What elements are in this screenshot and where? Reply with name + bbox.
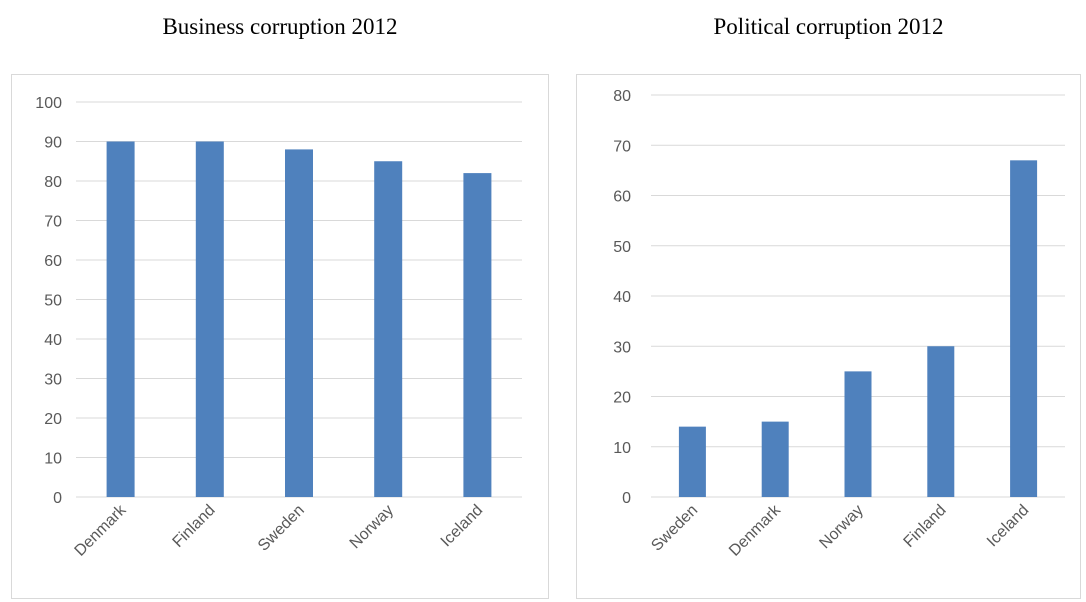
business-x-tick-label: Iceland — [438, 502, 487, 551]
political-bar-norway — [844, 371, 872, 497]
political-y-tick-label: 10 — [613, 440, 631, 457]
political-y-tick-label: 20 — [613, 390, 631, 407]
business-x-tick-label: Norway — [347, 502, 397, 552]
political-bar-finland — [927, 346, 955, 497]
business-x-tick-label: Sweden — [255, 502, 308, 555]
political-y-tick-label: 50 — [613, 239, 631, 256]
business-x-tick-label: Denmark — [72, 501, 131, 560]
business-y-tick-label: 30 — [44, 372, 62, 389]
business-y-tick-label: 70 — [44, 214, 62, 231]
political-y-tick-label: 40 — [613, 289, 631, 306]
political-x-tick-label: Denmark — [726, 501, 785, 560]
political-y-tick-label: 70 — [613, 138, 631, 155]
political-x-tick-label: Norway — [816, 502, 866, 552]
business-bar-sweden — [285, 149, 313, 497]
political-x-tick-label: Iceland — [984, 502, 1033, 551]
business-y-tick-label: 20 — [44, 411, 62, 428]
political-x-tick-label: Finland — [900, 502, 949, 551]
political-y-tick-label: 60 — [613, 189, 631, 206]
business-y-tick-label: 100 — [35, 95, 62, 112]
business-x-tick-label: Finland — [169, 502, 218, 551]
political-chart-plot: 0 10 20 30 40 50 60 70 80 Sweden Denmark Norway Finl… — [613, 88, 1065, 560]
business-y-tick-label: 40 — [44, 332, 62, 349]
political-bar-denmark — [761, 421, 789, 497]
business-chart-plot: 0 10 20 30 40 50 60 70 80 90 100 Denmark Finland Swed… — [35, 95, 522, 560]
business-y-tick-label: 60 — [44, 253, 62, 270]
political-chart-panel: 0 10 20 30 40 50 60 70 80 Sweden Denmark Norway Finl… — [576, 74, 1081, 599]
business-chart-panel: 0 10 20 30 40 50 60 70 80 90 100 Denmark Finland Swed… — [11, 74, 549, 599]
political-chart-title: Political corruption 2012 — [713, 14, 944, 39]
business-bar-finland — [195, 141, 224, 497]
business-chart-title: Business corruption 2012 — [162, 14, 398, 39]
political-y-tick-label: 80 — [613, 88, 631, 105]
business-bar-iceland — [463, 173, 492, 497]
business-y-tick-label: 80 — [44, 174, 62, 191]
political-bar-iceland — [1010, 160, 1038, 497]
business-bar-denmark — [106, 141, 135, 497]
business-y-tick-label: 50 — [44, 293, 62, 310]
business-bar-norway — [374, 161, 403, 497]
political-y-tick-label: 0 — [622, 490, 631, 507]
political-y-tick-label: 30 — [613, 339, 631, 356]
business-y-tick-label: 10 — [44, 451, 62, 468]
political-x-tick-label: Sweden — [648, 502, 701, 555]
political-bar-sweden — [678, 426, 706, 497]
business-y-tick-label: 0 — [53, 490, 62, 507]
business-y-tick-label: 90 — [44, 135, 62, 152]
